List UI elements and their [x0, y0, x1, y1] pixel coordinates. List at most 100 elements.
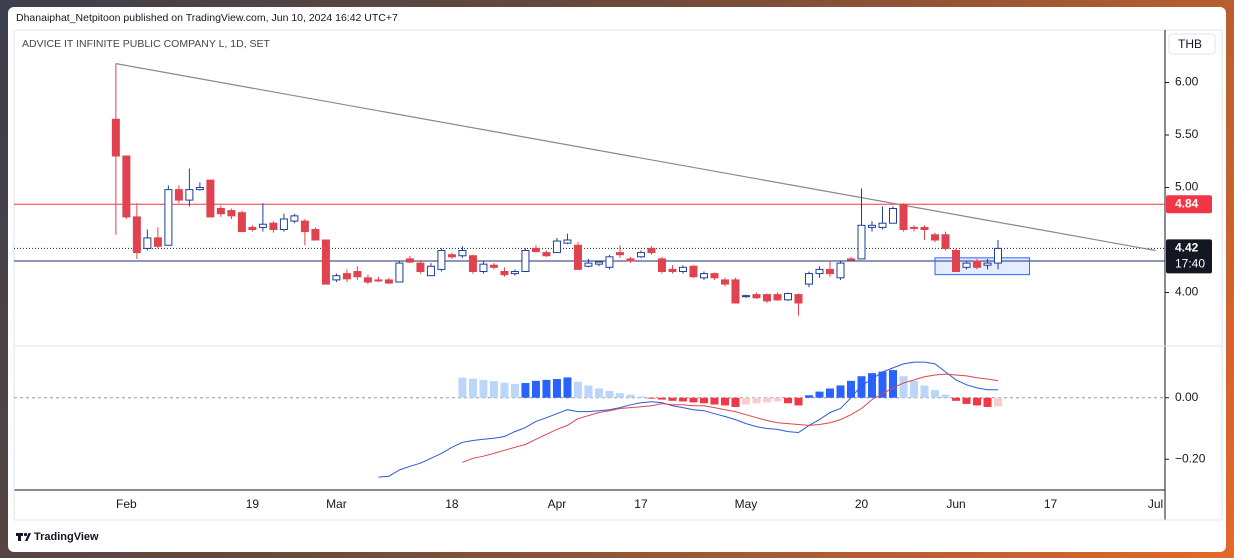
- histogram-bar: [815, 391, 824, 398]
- histogram-bar: [689, 397, 698, 403]
- histogram-bar: [731, 397, 740, 407]
- x-tick-label: 18: [445, 497, 459, 511]
- candle-body: [300, 220, 309, 233]
- histogram-bar: [678, 397, 687, 402]
- histogram-bar: [542, 379, 551, 398]
- candle-body: [910, 226, 919, 229]
- candle-body: [983, 262, 992, 266]
- histogram-bar: [668, 397, 677, 401]
- logo: [16, 532, 31, 541]
- candle-body: [605, 256, 614, 268]
- histogram-bar: [752, 397, 761, 404]
- candle-body: [994, 247, 1003, 264]
- histogram-bar: [878, 371, 887, 398]
- histogram-bar: [825, 388, 834, 398]
- histogram-bar: [468, 378, 477, 398]
- x-tick-label: 19: [246, 497, 260, 511]
- candle-body: [626, 258, 635, 262]
- histogram-bar: [783, 397, 792, 404]
- candle-body: [889, 208, 898, 224]
- histogram-bar: [899, 376, 908, 398]
- candle-body: [248, 226, 257, 230]
- x-tick-label: 17: [634, 497, 648, 511]
- histogram-bar: [521, 382, 530, 398]
- candle-body: [931, 234, 940, 241]
- histogram-bar: [500, 382, 509, 398]
- y-tick-label: 4.00: [1175, 285, 1199, 299]
- x-tick-label: Jul: [1148, 497, 1163, 511]
- candle-body: [657, 258, 666, 272]
- candle-body: [794, 294, 803, 304]
- candle-body: [552, 240, 561, 254]
- histogram-bar: [762, 397, 771, 403]
- candle-body: [332, 275, 341, 281]
- histogram-bar: [910, 380, 919, 398]
- histogram-bar: [931, 390, 940, 398]
- candle-body: [195, 187, 204, 191]
- candle-body: [153, 237, 162, 247]
- candle-body: [741, 295, 750, 298]
- candle-body: [783, 293, 792, 301]
- candle-body: [615, 252, 624, 256]
- histogram-bar: [489, 381, 498, 398]
- histogram-bar: [657, 397, 666, 400]
- x-tick-label: 17: [1044, 497, 1058, 511]
- histogram-bar: [794, 397, 803, 406]
- histogram-bar: [941, 394, 950, 398]
- candle-body: [363, 277, 372, 283]
- histogram-bar: [952, 397, 961, 401]
- candle-body: [458, 250, 467, 257]
- candle-body: [342, 273, 351, 280]
- histogram-bar: [510, 383, 519, 398]
- candle-body: [216, 208, 225, 215]
- candle-body: [857, 224, 866, 260]
- candle-body: [647, 247, 656, 254]
- y-tick-label: 5.00: [1175, 180, 1199, 194]
- candle-body: [752, 294, 761, 299]
- x-tick-label: May: [735, 497, 758, 511]
- candle-body: [321, 239, 330, 285]
- candle-body: [111, 118, 120, 157]
- x-tick-label: Jun: [946, 497, 965, 511]
- histogram-bar: [615, 393, 624, 398]
- candle-body: [773, 294, 782, 301]
- histogram-bar: [773, 397, 782, 402]
- candle-body: [878, 222, 887, 228]
- x-tick-label: Mar: [326, 497, 347, 511]
- last-price-badge: [1166, 239, 1212, 274]
- candle-body: [573, 244, 582, 270]
- trendline: [115, 63, 1156, 252]
- candle-body: [426, 265, 435, 277]
- candle-body: [699, 273, 708, 279]
- y-tick-label: −0.20: [1175, 451, 1206, 465]
- candle-body: [227, 210, 236, 217]
- candle-body: [521, 250, 530, 272]
- candle-body: [563, 239, 572, 244]
- brand: TradingView: [34, 531, 99, 543]
- candle-body: [500, 271, 509, 276]
- y-tick-label: 5.50: [1175, 127, 1199, 141]
- candle-body: [395, 262, 404, 283]
- candle-body: [143, 237, 152, 249]
- range-box: [934, 257, 1031, 276]
- histogram-bar: [962, 397, 971, 404]
- publisher: Dhanaiphat_Netpitoon published on Tradin…: [16, 12, 398, 24]
- candle-body: [206, 179, 215, 218]
- histogram-bar: [710, 397, 719, 405]
- candle-body: [353, 271, 362, 278]
- currency: THB: [1178, 37, 1202, 51]
- histogram-bar: [552, 378, 561, 398]
- histogram-bar: [563, 377, 572, 398]
- candle-body: [132, 216, 141, 254]
- histogram-bar: [741, 397, 750, 405]
- candle-body: [836, 262, 845, 279]
- candle-body: [405, 258, 414, 263]
- candle-body: [164, 189, 173, 246]
- histogram-bar: [531, 380, 540, 398]
- currency-box: [1168, 33, 1216, 55]
- candle-body: [384, 279, 393, 284]
- candle-body: [762, 294, 771, 302]
- candle-body: [542, 252, 551, 257]
